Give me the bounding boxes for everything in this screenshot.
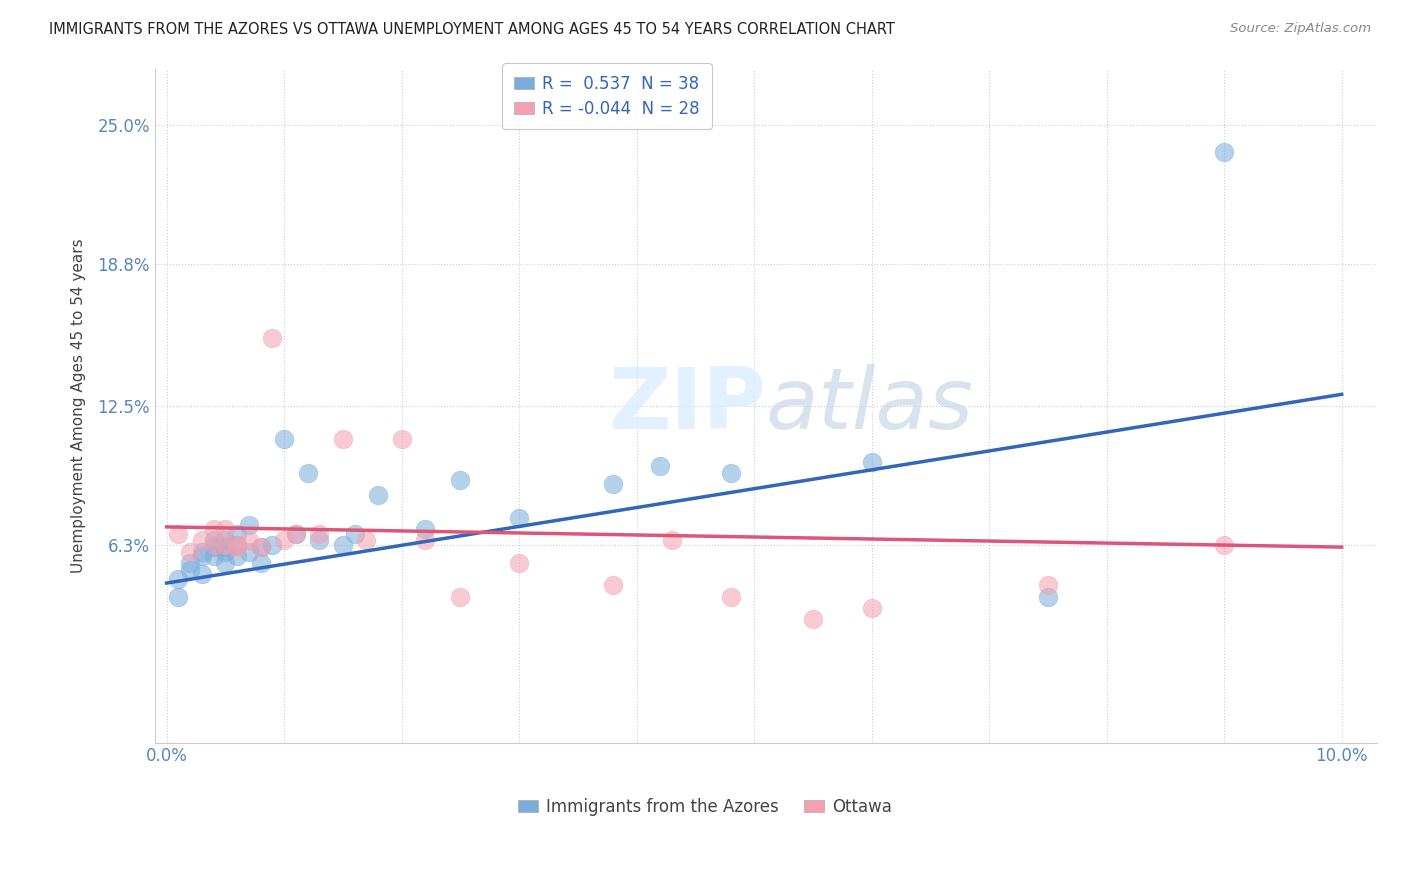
Text: IMMIGRANTS FROM THE AZORES VS OTTAWA UNEMPLOYMENT AMONG AGES 45 TO 54 YEARS CORR: IMMIGRANTS FROM THE AZORES VS OTTAWA UNE…	[49, 22, 896, 37]
Point	[191, 533, 214, 548]
Point	[249, 540, 271, 554]
Point	[202, 538, 225, 552]
Point	[1213, 145, 1236, 159]
Point	[801, 612, 824, 626]
Point	[226, 538, 249, 552]
Point	[238, 533, 260, 548]
Point	[284, 526, 307, 541]
Point	[508, 511, 530, 525]
Point	[191, 567, 214, 582]
Point	[602, 477, 624, 491]
Text: Source: ZipAtlas.com: Source: ZipAtlas.com	[1230, 22, 1371, 36]
Point	[332, 538, 354, 552]
Point	[202, 540, 225, 554]
Point	[214, 556, 236, 570]
Point	[284, 526, 307, 541]
Point	[273, 533, 295, 548]
Point	[720, 466, 742, 480]
Point	[262, 538, 284, 552]
Point	[202, 533, 225, 548]
Point	[661, 533, 683, 548]
Point	[214, 544, 236, 558]
Point	[720, 590, 742, 604]
Point	[273, 432, 295, 446]
Point	[214, 533, 236, 548]
Point	[179, 556, 201, 570]
Point	[650, 459, 672, 474]
Text: atlas: atlas	[766, 364, 974, 447]
Point	[1036, 590, 1059, 604]
Point	[179, 544, 201, 558]
Point	[508, 556, 530, 570]
Point	[249, 540, 271, 554]
Point	[343, 526, 366, 541]
Point	[226, 549, 249, 563]
Point	[226, 526, 249, 541]
Point	[202, 522, 225, 536]
Point	[262, 331, 284, 345]
Point	[413, 522, 436, 536]
Point	[214, 538, 236, 552]
Text: ZIP: ZIP	[609, 364, 766, 447]
Point	[226, 538, 249, 552]
Point	[202, 549, 225, 563]
Point	[308, 526, 330, 541]
Point	[249, 556, 271, 570]
Point	[167, 526, 190, 541]
Point	[1213, 538, 1236, 552]
Point	[167, 572, 190, 586]
Point	[449, 473, 471, 487]
Point	[356, 533, 378, 548]
Point	[226, 540, 249, 554]
Point	[449, 590, 471, 604]
Y-axis label: Unemployment Among Ages 45 to 54 years: Unemployment Among Ages 45 to 54 years	[72, 238, 86, 573]
Point	[860, 455, 883, 469]
Point	[238, 517, 260, 532]
Point	[1036, 578, 1059, 592]
Point	[602, 578, 624, 592]
Point	[191, 544, 214, 558]
Point	[214, 522, 236, 536]
Point	[297, 466, 319, 480]
Point	[860, 600, 883, 615]
Point	[179, 563, 201, 577]
Point	[214, 540, 236, 554]
Point	[308, 533, 330, 548]
Point	[238, 544, 260, 558]
Point	[332, 432, 354, 446]
Point	[191, 549, 214, 563]
Point	[167, 590, 190, 604]
Legend: Immigrants from the Azores, Ottawa: Immigrants from the Azores, Ottawa	[510, 791, 898, 822]
Point	[413, 533, 436, 548]
Point	[367, 488, 389, 502]
Point	[391, 432, 413, 446]
